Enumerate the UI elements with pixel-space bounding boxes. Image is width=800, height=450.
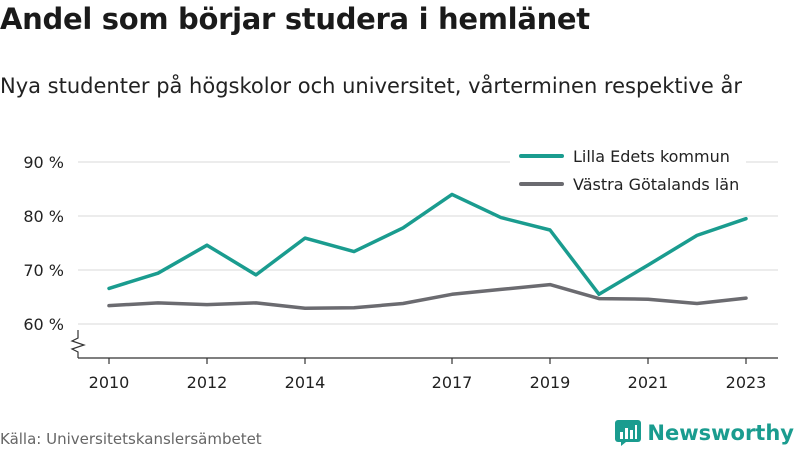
series-lines <box>107 192 748 311</box>
y-tick-label: 70 % <box>23 261 64 280</box>
legend-label: Lilla Edets kommun <box>573 147 730 166</box>
legend-label: Västra Götalands län <box>573 175 739 194</box>
axis-break-icon <box>70 330 86 358</box>
legend-background <box>510 141 746 199</box>
brand-name: Newsworthy <box>647 421 794 445</box>
newsworthy-logo-icon <box>615 420 642 446</box>
x-tick-label: 2012 <box>187 373 228 392</box>
source-note: Källa: Universitetskanslersämbetet <box>0 430 262 448</box>
x-tick-label: 2010 <box>89 373 130 392</box>
y-tick-label: 80 % <box>23 207 64 226</box>
chart-title: Andel som börjar studera i hemlänet <box>0 2 590 36</box>
x-tick-label: 2019 <box>530 373 571 392</box>
series-line <box>107 282 748 311</box>
series-line <box>107 192 748 297</box>
chart-subtitle: Nya studenter på högskolor och universit… <box>0 74 742 98</box>
x-tick-label: 2014 <box>285 373 326 392</box>
brand-logo: Newsworthy <box>615 420 794 446</box>
y-tick-label: 90 % <box>23 153 64 172</box>
x-tick-label: 2017 <box>432 373 473 392</box>
x-tick-label: 2021 <box>628 373 669 392</box>
x-tick-label: 2023 <box>726 373 767 392</box>
legend: Lilla Edets kommun Västra Götalands län <box>510 141 746 199</box>
axes: 60 % 70 % 80 % 90 % 2010 2012 2014 2017 2019 2021… <box>23 153 778 392</box>
y-tick-label: 60 % <box>23 315 64 334</box>
